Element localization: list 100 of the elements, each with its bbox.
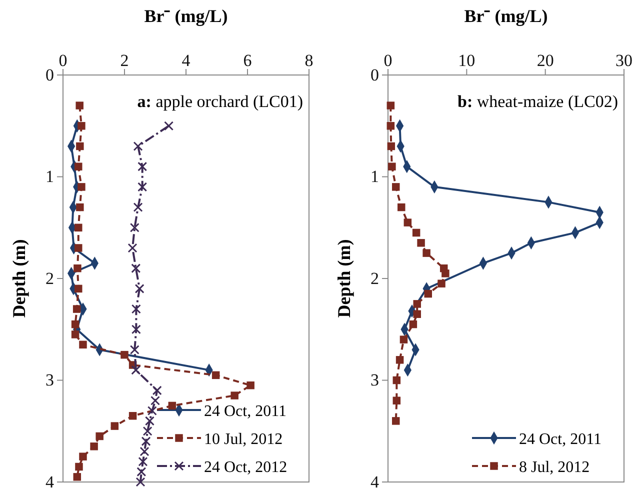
point (141, 436, 151, 446)
point (412, 228, 420, 237)
point (120, 350, 128, 359)
point (164, 121, 174, 131)
point (136, 467, 146, 477)
point (131, 324, 141, 334)
x-tick-label: 6 (243, 51, 252, 70)
point (110, 422, 119, 430)
point (152, 386, 162, 396)
x-tick-label: 30 (616, 51, 632, 70)
point (400, 336, 408, 344)
point (138, 182, 148, 192)
point (138, 456, 148, 466)
x-tick-label: 4 (182, 51, 191, 70)
annotation: a: apple orchard (LC01) (137, 92, 303, 111)
point (76, 142, 84, 150)
point (398, 203, 406, 212)
point (388, 162, 396, 170)
x-axis-title: Br⁻ (mg/L) (464, 6, 548, 26)
point (147, 406, 157, 416)
point (76, 203, 84, 212)
point (134, 284, 144, 294)
point (78, 122, 86, 130)
point (246, 381, 254, 390)
point (150, 396, 160, 406)
point (417, 239, 425, 247)
x-tick-label: 8 (304, 51, 314, 70)
x-tick-label: 0 (58, 51, 68, 70)
y-axis-title: Depth (m) (334, 239, 354, 318)
legend-label: 24 Oct, 2011 (519, 431, 602, 448)
annotation: b: wheat-maize (LC02) (457, 92, 618, 111)
point (90, 442, 98, 450)
legend-label: 24 Oct, 2012 (204, 459, 288, 476)
point (138, 162, 148, 172)
point (71, 330, 80, 338)
point (396, 356, 404, 364)
point (133, 141, 143, 151)
point (130, 344, 140, 354)
point (392, 183, 400, 191)
point (413, 300, 421, 308)
y-tick-label: 1 (370, 167, 379, 186)
point (71, 320, 80, 328)
point (78, 183, 86, 191)
point (72, 305, 81, 313)
x-tick-label: 20 (536, 51, 554, 70)
point (74, 284, 82, 293)
point (438, 280, 446, 288)
y-tick-label: 4 (46, 472, 54, 491)
point (144, 416, 154, 426)
point (96, 432, 104, 440)
point (131, 304, 141, 314)
point (392, 396, 401, 404)
point (128, 412, 137, 420)
point (128, 243, 138, 253)
point (230, 392, 238, 400)
y-tick-label: 4 (370, 472, 380, 491)
x-tick-label: 0 (384, 51, 392, 70)
legend-label: 24 Oct, 2011 (204, 403, 287, 420)
point (74, 264, 82, 272)
y-tick-label: 0 (46, 65, 54, 84)
x-axis-title: Br⁻ (mg/L) (144, 6, 228, 26)
point (140, 446, 150, 456)
point (392, 417, 400, 425)
point (73, 473, 82, 481)
point (413, 310, 421, 318)
point (142, 426, 152, 436)
point (79, 452, 87, 460)
point (131, 365, 141, 375)
point (136, 477, 146, 487)
point (74, 162, 82, 170)
point (168, 402, 176, 410)
point (74, 244, 82, 252)
legend-label: 8 Jul, 2012 (519, 459, 590, 476)
point (409, 320, 418, 328)
point (75, 462, 83, 471)
point (422, 249, 430, 257)
point (130, 222, 140, 232)
y-tick-label: 0 (370, 65, 379, 84)
y-tick-label: 1 (46, 167, 54, 186)
y-tick-label: 3 (370, 370, 379, 390)
y-tick-label: 2 (370, 268, 379, 288)
point (392, 376, 401, 384)
point (386, 122, 395, 130)
legend-label: 10 Jul, 2012 (204, 431, 283, 448)
point (442, 270, 450, 278)
x-tick-label: 10 (458, 51, 476, 70)
point (131, 264, 141, 274)
y-tick-label: 2 (46, 268, 54, 288)
point (386, 102, 395, 110)
y-axis-title: Depth (m) (9, 239, 29, 318)
point (424, 290, 432, 298)
point (133, 202, 143, 212)
point (76, 102, 84, 110)
x-tick-label: 2 (120, 51, 129, 70)
point (404, 218, 412, 226)
point (79, 340, 87, 349)
y-tick-label: 3 (46, 370, 54, 390)
point (387, 142, 396, 150)
point (212, 371, 220, 380)
point (74, 224, 82, 232)
